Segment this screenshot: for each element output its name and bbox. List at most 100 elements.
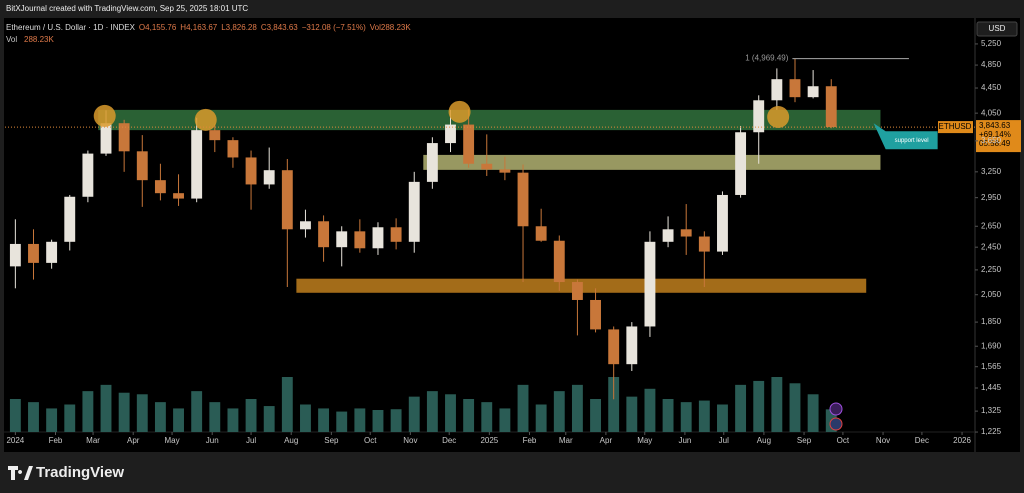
candle-body <box>807 86 819 98</box>
volume-bar <box>662 399 674 432</box>
candle-body <box>354 231 366 249</box>
candle-body <box>717 194 728 252</box>
candle-body <box>318 221 330 248</box>
candle-body <box>28 243 39 263</box>
event-icon[interactable] <box>829 417 843 431</box>
volume-bar <box>408 396 420 432</box>
ohlc-value: C3,843.63 <box>261 23 298 32</box>
volume-bar <box>173 408 184 432</box>
x-tick-label: Feb <box>523 436 537 445</box>
candle-body <box>517 172 529 227</box>
candle-body <box>445 124 456 144</box>
volume-bar <box>245 399 257 432</box>
x-tick-label: Dec <box>442 436 456 445</box>
candles <box>9 58 837 400</box>
volume-bar <box>263 406 275 432</box>
symbol-tag <box>938 121 973 134</box>
y-tick-label: 5,250 <box>981 39 1002 48</box>
volume-bar <box>626 396 638 432</box>
volume-bar <box>28 402 39 432</box>
price-tag-text: 3,843.63 <box>979 121 1011 130</box>
y-tick-label: 1,565 <box>981 362 1002 371</box>
volume-bar <box>445 394 456 432</box>
volume-bar <box>64 404 76 432</box>
volume-bar <box>318 408 330 432</box>
x-tick-label: 2025 <box>480 436 498 445</box>
marker <box>194 108 217 131</box>
candle-body <box>209 130 221 141</box>
price-tag-change: +69.14% <box>979 130 1011 139</box>
volume-bar <box>390 409 402 432</box>
volume-bar <box>680 402 692 432</box>
x-tick-label: May <box>165 436 180 445</box>
x-tick-label: 2026 <box>953 436 971 445</box>
x-tick-label: Oct <box>837 436 850 445</box>
x-tick-label: Jul <box>246 436 256 445</box>
volume-bar <box>571 384 583 432</box>
ohlc-value: −312.08 (−7.51%) <box>302 23 366 32</box>
candle-body <box>463 124 475 164</box>
candle-body <box>82 153 94 197</box>
overlays: 1 (4,969.49) support level ETHUSD 3,843.63+… <box>5 54 1021 153</box>
volume-bar <box>789 383 801 432</box>
ath-label: 1 (4,969.49) <box>745 54 788 63</box>
volume-bar <box>281 377 293 432</box>
y-tick-label: 2,950 <box>981 193 1002 202</box>
volume-bar <box>535 404 547 432</box>
candle-body <box>535 226 547 241</box>
logo: TradingView <box>8 464 124 481</box>
candle-body <box>789 79 801 98</box>
candle-body <box>9 243 21 267</box>
candle-body <box>426 143 438 182</box>
currency: USD <box>989 24 1006 33</box>
logo-icon <box>8 466 33 480</box>
currency-box <box>976 21 1018 37</box>
x-tick-label: Nov <box>403 436 417 445</box>
volume-bar <box>154 402 166 432</box>
zones <box>98 109 881 293</box>
volume-bar <box>807 394 819 432</box>
candle-body <box>263 170 275 185</box>
zone <box>423 154 881 170</box>
ohlc-value: L3,826.28 <box>221 23 257 32</box>
volume-bar <box>553 391 565 432</box>
x-tick-label: Oct <box>364 436 377 445</box>
candle-body <box>481 163 493 170</box>
candle-body <box>590 299 601 330</box>
volume-bar <box>136 394 148 432</box>
ohlc-value: Vol288.23K <box>370 23 412 32</box>
candle-body <box>626 326 638 365</box>
x-tick-label: Mar <box>86 436 100 445</box>
volume-bar <box>46 408 58 432</box>
candle-body <box>408 181 420 242</box>
volume-bar <box>463 399 475 432</box>
marker <box>93 104 116 127</box>
price-tag <box>976 120 1021 153</box>
candle-body <box>154 180 166 194</box>
x-tick-label: Jun <box>678 436 691 445</box>
x-tick-label: Mar <box>559 436 573 445</box>
candle-body <box>372 227 384 249</box>
candle-body <box>100 123 112 154</box>
candle-body <box>173 193 184 199</box>
ohlc-value: H4,163.67 <box>180 23 217 32</box>
y-tick-label: 1,690 <box>981 341 1002 350</box>
marker <box>448 100 471 123</box>
x-tick-label: Nov <box>876 436 890 445</box>
event-icon[interactable] <box>829 402 843 416</box>
volume-bar <box>82 391 94 432</box>
candle-body <box>136 151 148 181</box>
symbol-tag-text: ETHUSD <box>939 122 972 131</box>
ohlc-value: O4,155.76 <box>139 23 177 32</box>
volume-bar <box>771 377 783 432</box>
x-tick-label: Dec <box>915 436 929 445</box>
volume-value: 288.23K <box>24 35 54 44</box>
y-tick-label: 2,050 <box>981 290 1002 299</box>
volume-bar <box>735 384 747 432</box>
volume-pane <box>9 377 837 432</box>
candle-body <box>64 196 76 242</box>
x-tick-label: Jun <box>206 436 219 445</box>
candle-body <box>227 140 239 158</box>
